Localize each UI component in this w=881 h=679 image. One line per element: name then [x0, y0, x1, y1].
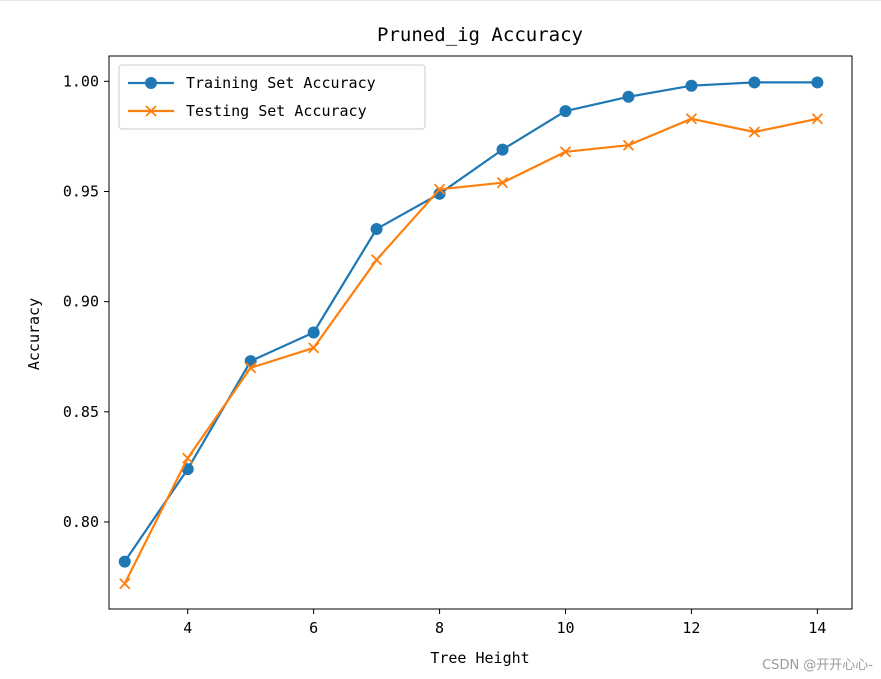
data-point: [496, 177, 509, 189]
data-point: [307, 326, 320, 339]
y-tick-label: 0.95: [63, 182, 99, 200]
legend-label: Testing Set Accuracy: [186, 102, 367, 120]
data-point: [811, 76, 824, 89]
data-point: [685, 113, 698, 125]
x-tick-label: 8: [435, 619, 444, 637]
data-point: [182, 452, 194, 464]
data-point: [370, 222, 383, 235]
x-tick-label: 6: [309, 619, 318, 637]
y-tick-label: 1.00: [63, 72, 99, 90]
data-point: [118, 555, 131, 568]
data-point: [685, 79, 698, 92]
plot-area: 4 6 8 10 12 14 0.80 0.85 0.90 0.95 1.00 Training Se…: [63, 55, 853, 637]
y-tick-label: 0.90: [63, 293, 99, 311]
legend: Training Set Accuracy Testing Set Accurac…: [118, 64, 426, 130]
plot-frame: [108, 55, 853, 610]
legend-box: [118, 64, 426, 130]
data-point: [559, 105, 572, 118]
y-axis-label: Accuracy: [25, 298, 43, 370]
data-point: [811, 113, 824, 125]
top-divider: [0, 0, 881, 1]
data-point: [308, 342, 320, 354]
data-point: [622, 139, 635, 151]
data-point: [496, 143, 509, 156]
data-point: [748, 126, 761, 138]
x-tick-label: 12: [682, 619, 700, 637]
y-tick-label: 0.85: [63, 403, 99, 421]
legend-swatch-marker: [145, 77, 157, 89]
x-tick-label: 10: [556, 619, 574, 637]
legend-label: Training Set Accuracy: [186, 74, 376, 92]
x-tick-label: 4: [183, 619, 192, 637]
watermark: CSDN @开开心心-: [762, 658, 873, 673]
series-training-set-accuracy: [118, 76, 824, 568]
data-point: [119, 578, 131, 590]
legend-swatch-marker: [145, 105, 157, 117]
data-point: [433, 187, 446, 200]
x-tick-label: 14: [808, 619, 826, 637]
series-line: [123, 81, 818, 563]
data-point: [559, 146, 572, 158]
data-point: [370, 254, 383, 266]
data-point: [433, 183, 446, 195]
chart-title: Pruned_ig Accuracy: [377, 24, 583, 46]
data-point: [245, 362, 257, 374]
y-tick-label: 0.80: [63, 513, 99, 531]
data-point: [748, 76, 761, 89]
data-point: [622, 90, 635, 103]
x-axis-label: Tree Height: [430, 649, 529, 667]
series-line: [123, 117, 818, 585]
series-testing-set-accuracy: [119, 113, 824, 590]
